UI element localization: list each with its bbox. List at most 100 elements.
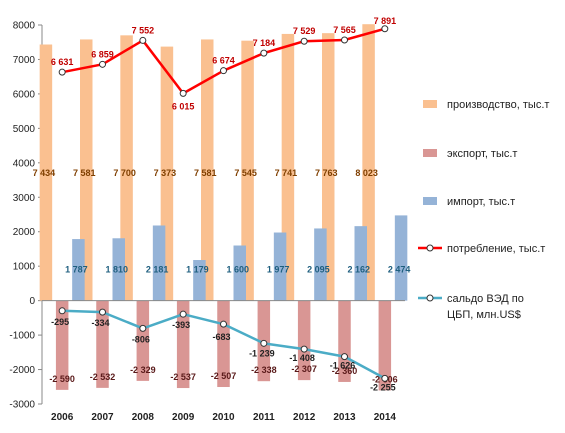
- data-label-saldo: -1 408: [289, 353, 315, 363]
- data-label-saldo: -393: [172, 320, 190, 330]
- data-label-consumption: 6 674: [212, 56, 235, 66]
- bar-import: [394, 215, 408, 301]
- saldo-point: [381, 374, 389, 382]
- consumption-point: [300, 37, 308, 45]
- bar-export: [55, 300, 69, 390]
- bar-import: [72, 239, 85, 301]
- legend-label: потребление, тыс.т: [447, 243, 545, 255]
- data-label-saldo: -295: [51, 317, 69, 327]
- data-label-import: 1 600: [226, 265, 249, 275]
- data-label-production: 7 373: [154, 168, 177, 178]
- bar-production: [39, 44, 53, 301]
- data-label-production: 7 763: [315, 168, 338, 178]
- y-tick-label: -2000: [9, 365, 35, 376]
- data-label-import: 2 474: [388, 265, 411, 275]
- x-tick-label: 2010: [212, 412, 235, 423]
- bar-export: [176, 300, 190, 389]
- data-label-export: -2 532: [90, 372, 116, 382]
- data-label-production: 7 700: [113, 168, 136, 178]
- bar-import: [273, 232, 287, 301]
- saldo-point: [139, 324, 147, 332]
- data-label-import: 1 787: [65, 265, 88, 275]
- saldo-point: [341, 353, 348, 361]
- consumption-point: [139, 36, 147, 44]
- data-label-import: 2 162: [347, 265, 370, 275]
- x-tick-label: 2011: [253, 412, 275, 423]
- bar-import: [112, 238, 125, 301]
- data-label-consumption: 7 891: [374, 16, 397, 26]
- y-tick-label: 0: [29, 296, 35, 307]
- data-label-export: -2 507: [211, 371, 237, 381]
- data-label-export: -2 329: [130, 365, 156, 375]
- data-label-consumption: 6 859: [91, 49, 114, 59]
- data-label-production: 7 581: [194, 168, 217, 178]
- saldo-point: [220, 320, 227, 328]
- saldo-point: [58, 307, 66, 315]
- saldo-point: [99, 308, 106, 316]
- data-label-production: 7 545: [234, 168, 257, 178]
- bar-export: [136, 300, 150, 381]
- legend-swatch: [423, 100, 437, 108]
- data-label-export: -2 590: [49, 374, 75, 384]
- consumption-point: [381, 25, 389, 33]
- y-tick-label: 6000: [13, 89, 36, 100]
- bar-export: [378, 300, 392, 391]
- data-label-consumption: 7 552: [132, 25, 155, 35]
- x-tick-label: 2006: [51, 412, 74, 423]
- bar-export: [297, 300, 311, 381]
- x-tick-label: 2013: [333, 412, 356, 423]
- x-tick-label: 2012: [293, 412, 316, 423]
- data-label-consumption: 6 015: [172, 101, 195, 111]
- bar-export: [96, 300, 109, 388]
- legend-swatch-marker: [426, 244, 434, 252]
- y-tick-label: 3000: [13, 193, 36, 204]
- data-label-export: -2 338: [251, 365, 277, 375]
- legend-label: сальдо ВЭД по: [447, 293, 524, 305]
- x-tick-label: 2007: [91, 412, 114, 423]
- bar-import: [152, 225, 166, 301]
- consumption-point: [58, 68, 66, 76]
- consumption-point: [260, 49, 268, 57]
- data-label-saldo: -334: [91, 318, 109, 328]
- data-label-production: 8 023: [355, 168, 378, 178]
- bar-import: [314, 228, 327, 301]
- data-label-consumption: 6 631: [51, 57, 74, 67]
- data-label-import: 2 181: [146, 265, 169, 275]
- bar-import: [233, 245, 246, 301]
- y-tick-label: -1000: [9, 331, 35, 342]
- data-label-export: -2 360: [332, 366, 358, 376]
- consumption-point: [179, 89, 187, 97]
- legend-label: ЦБП, млн.US$: [447, 309, 521, 321]
- legend-label: производство, тыс.т: [447, 99, 549, 111]
- data-label-import: 1 810: [105, 265, 128, 275]
- consumption-point: [341, 36, 348, 44]
- data-label-production: 7 434: [33, 168, 56, 178]
- data-label-import: 2 095: [307, 265, 330, 275]
- data-label-saldo: -683: [212, 332, 230, 342]
- bar-import: [193, 260, 206, 301]
- y-tick-label: 4000: [13, 158, 36, 169]
- x-tick-label: 2009: [172, 412, 195, 423]
- bar-production: [201, 39, 214, 301]
- bar-production: [241, 40, 254, 301]
- saldo-point: [260, 339, 268, 347]
- y-tick-label: -3000: [9, 400, 35, 411]
- legend-label: импорт, тыс.т: [447, 196, 515, 208]
- legend-swatch-marker: [426, 294, 434, 302]
- data-label-saldo: -1 239: [249, 348, 275, 358]
- saldo-point: [179, 310, 187, 318]
- bar-production: [120, 35, 133, 301]
- data-label-production: 7 741: [275, 168, 298, 178]
- data-label-saldo: -1 626: [330, 361, 356, 371]
- data-label-export: -2 307: [291, 364, 317, 374]
- data-label-saldo: -806: [132, 334, 150, 344]
- y-tick-label: 1000: [13, 262, 36, 273]
- y-tick-label: 5000: [13, 124, 36, 135]
- data-label-consumption: 7 529: [293, 26, 316, 36]
- data-label-consumption: 7 184: [253, 38, 276, 48]
- legend-label: экспорт, тыс.т: [447, 148, 517, 160]
- bar-export: [338, 300, 351, 382]
- bar-import: [354, 226, 367, 301]
- consumption-point: [220, 67, 227, 75]
